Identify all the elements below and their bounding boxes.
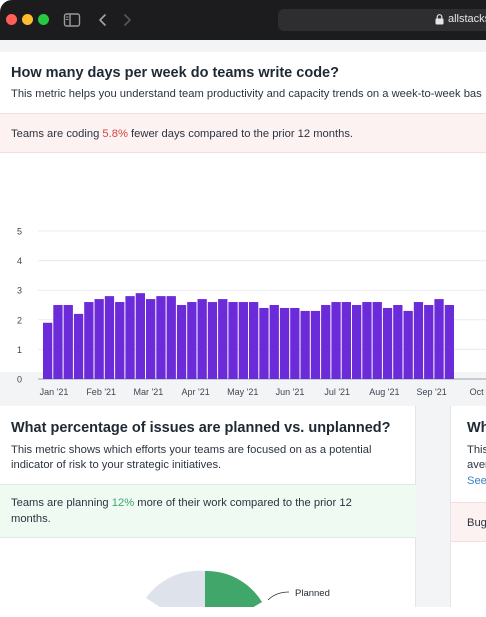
third-metric-card: Wh This aver See Bug — [450, 406, 486, 607]
days-per-week-title: How many days per week do teams write co… — [11, 65, 339, 81]
chart-bar[interactable] — [300, 310, 310, 379]
chart-bar[interactable] — [249, 302, 259, 379]
days-per-week-bar-chart: 0 1 2 3 4 5 Jan '21 Feb '21 Mar '21 Apr '21 May '2… — [17, 227, 486, 397]
x-tick-label: Jan '21 — [40, 387, 69, 397]
pie-slice-unplanned — [146, 570, 205, 607]
chart-bar[interactable] — [362, 302, 372, 379]
pie-slice-planned — [205, 570, 262, 607]
x-tick-label: May '21 — [227, 387, 258, 397]
chart-bar[interactable] — [156, 296, 166, 379]
chart-bar[interactable] — [434, 299, 444, 379]
third-metric-desc-line1: This — [467, 444, 486, 456]
chart-bar[interactable] — [94, 299, 104, 379]
x-tick-label: Aug '21 — [369, 387, 399, 397]
pie-legend-planned: Planned — [295, 588, 330, 599]
chart-bar[interactable] — [53, 305, 63, 379]
chart-bar[interactable] — [135, 293, 145, 379]
chart-bar[interactable] — [197, 299, 207, 379]
days-per-week-description: This metric helps you understand team pr… — [11, 88, 482, 100]
planned-description-line1: This metric shows which efforts your tea… — [11, 444, 372, 456]
chart-bar[interactable] — [279, 307, 290, 379]
chart-bar[interactable] — [238, 302, 248, 379]
chart-bar[interactable] — [187, 302, 197, 379]
third-metric-desc-line2: aver — [467, 459, 486, 471]
chart-bar[interactable] — [413, 302, 424, 379]
chart-bar[interactable] — [115, 302, 125, 379]
chart-bar[interactable] — [341, 302, 351, 379]
chart-bar[interactable] — [166, 296, 176, 379]
chart-bar[interactable] — [228, 302, 238, 379]
y-tick-label: 0 — [17, 375, 22, 385]
pie-legend-leader-line — [267, 591, 290, 601]
chart-bar[interactable] — [176, 305, 187, 379]
chart-bar[interactable] — [321, 305, 331, 379]
x-tick-label: Apr '21 — [181, 387, 209, 397]
chart-bar[interactable] — [43, 322, 53, 379]
chart-bar[interactable] — [207, 302, 218, 379]
chart-bar[interactable] — [403, 310, 413, 379]
back-arrow-icon[interactable] — [96, 11, 110, 29]
insight-text-prefix: Teams are coding — [11, 128, 103, 140]
y-tick-label: 2 — [17, 315, 22, 325]
x-tick-label: Oct ' — [470, 387, 486, 397]
maximize-window-button[interactable] — [38, 14, 49, 25]
days-per-week-card: How many days per week do teams write co… — [0, 52, 486, 397]
chart-bar[interactable] — [290, 307, 300, 379]
planned-vs-unplanned-card: What percentage of issues are planned vs… — [0, 406, 416, 607]
chart-bar[interactable] — [125, 296, 135, 379]
y-tick-label: 5 — [17, 227, 22, 237]
planned-pie-chart: Planned — [146, 570, 330, 607]
x-tick-label: Mar '21 — [134, 387, 164, 397]
chart-bar[interactable] — [444, 305, 454, 379]
chart-bar[interactable] — [218, 299, 228, 379]
chart-bar[interactable] — [269, 305, 279, 379]
planned-insight-prefix: Teams are planning — [11, 497, 112, 509]
y-tick-label: 1 — [17, 345, 22, 355]
insight-text-suffix: fewer days compared to the prior 12 mont… — [127, 128, 354, 140]
x-tick-label: Jun '21 — [276, 387, 305, 397]
chart-bar[interactable] — [84, 302, 94, 379]
chart-bar[interactable] — [63, 305, 73, 379]
planned-insight: Teams are planning 12% more of their wor… — [0, 484, 416, 538]
sidebar-toggle-icon[interactable] — [63, 11, 81, 29]
chart-bar[interactable] — [310, 310, 321, 379]
minimize-window-button[interactable] — [22, 14, 33, 25]
page-bottom-strip — [0, 607, 486, 617]
planned-insight-suffix: more of their work compared to the prior… — [134, 497, 352, 509]
planned-insight-line2: months. — [11, 513, 51, 525]
y-tick-label: 4 — [17, 256, 22, 266]
chart-bar[interactable] — [73, 313, 84, 379]
planned-insight-percentage: 12% — [111, 497, 135, 509]
url-text: allstacks — [448, 13, 486, 25]
chart-bar[interactable] — [372, 302, 382, 379]
lock-icon — [435, 14, 444, 25]
y-tick-label: 3 — [17, 286, 22, 296]
address-bar[interactable]: allstacks — [278, 9, 486, 31]
close-window-button[interactable] — [6, 14, 17, 25]
chart-bar[interactable] — [352, 305, 362, 379]
chart-bar[interactable] — [393, 305, 403, 379]
x-tick-label: Feb '21 — [86, 387, 116, 397]
days-per-week-insight: Teams are coding 5.8% fewer days compare… — [0, 113, 486, 153]
chart-bar[interactable] — [424, 305, 434, 379]
chart-bar[interactable] — [146, 299, 156, 379]
third-metric-link[interactable]: See — [467, 475, 486, 487]
chart-bar[interactable] — [382, 307, 393, 379]
x-tick-label: Sep '21 — [416, 387, 446, 397]
chart-bar[interactable] — [259, 307, 269, 379]
forward-arrow-icon[interactable] — [120, 11, 134, 29]
chart-bar[interactable] — [331, 302, 341, 379]
x-tick-label: Jul '21 — [324, 387, 350, 397]
planned-vs-unplanned-title: What percentage of issues are planned vs… — [11, 420, 391, 436]
third-metric-insight: Bug — [451, 502, 486, 542]
insight-percentage: 5.8% — [102, 128, 128, 140]
chart-bar[interactable] — [104, 296, 115, 379]
browser-title-bar: allstacks — [0, 0, 486, 40]
planned-description-line2: indicator of risk to your strategic init… — [11, 459, 222, 471]
third-metric-title: Wh — [467, 420, 486, 436]
